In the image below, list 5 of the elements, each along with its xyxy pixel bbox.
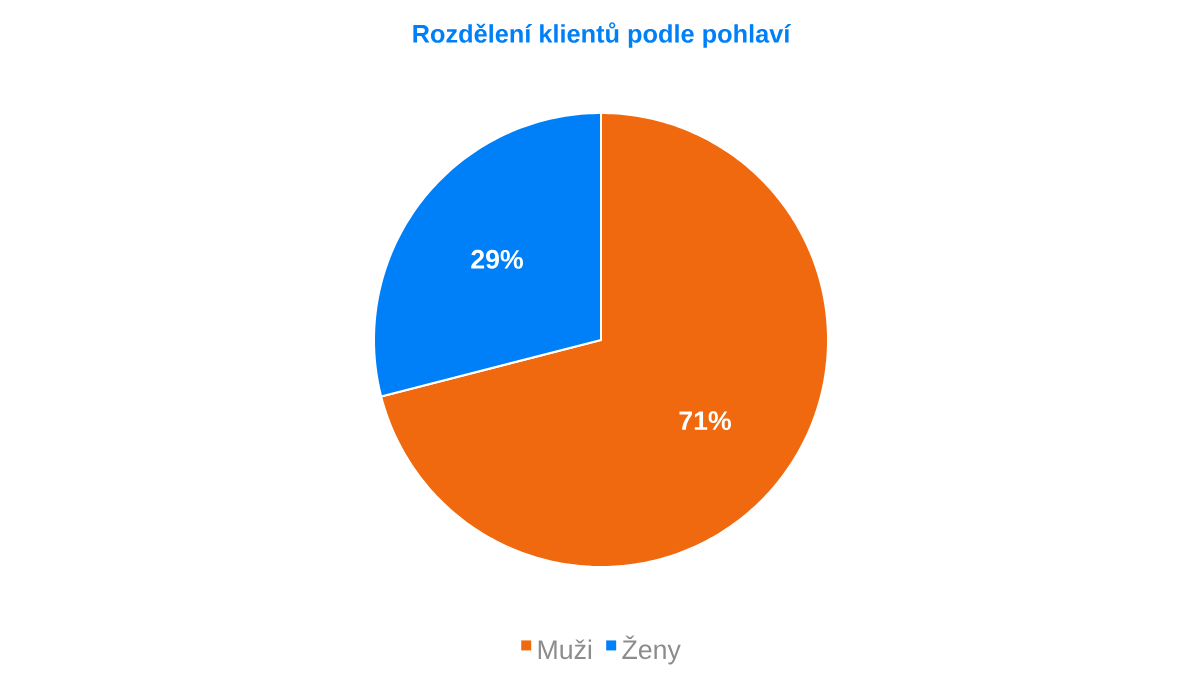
legend-label: Muži xyxy=(538,639,592,660)
legend-label: Ženy xyxy=(622,635,681,665)
data-label: 29% xyxy=(471,249,523,269)
chart-title: Rozdělení klientů podle pohlaví xyxy=(413,22,792,48)
data-label: 71% xyxy=(679,411,731,431)
